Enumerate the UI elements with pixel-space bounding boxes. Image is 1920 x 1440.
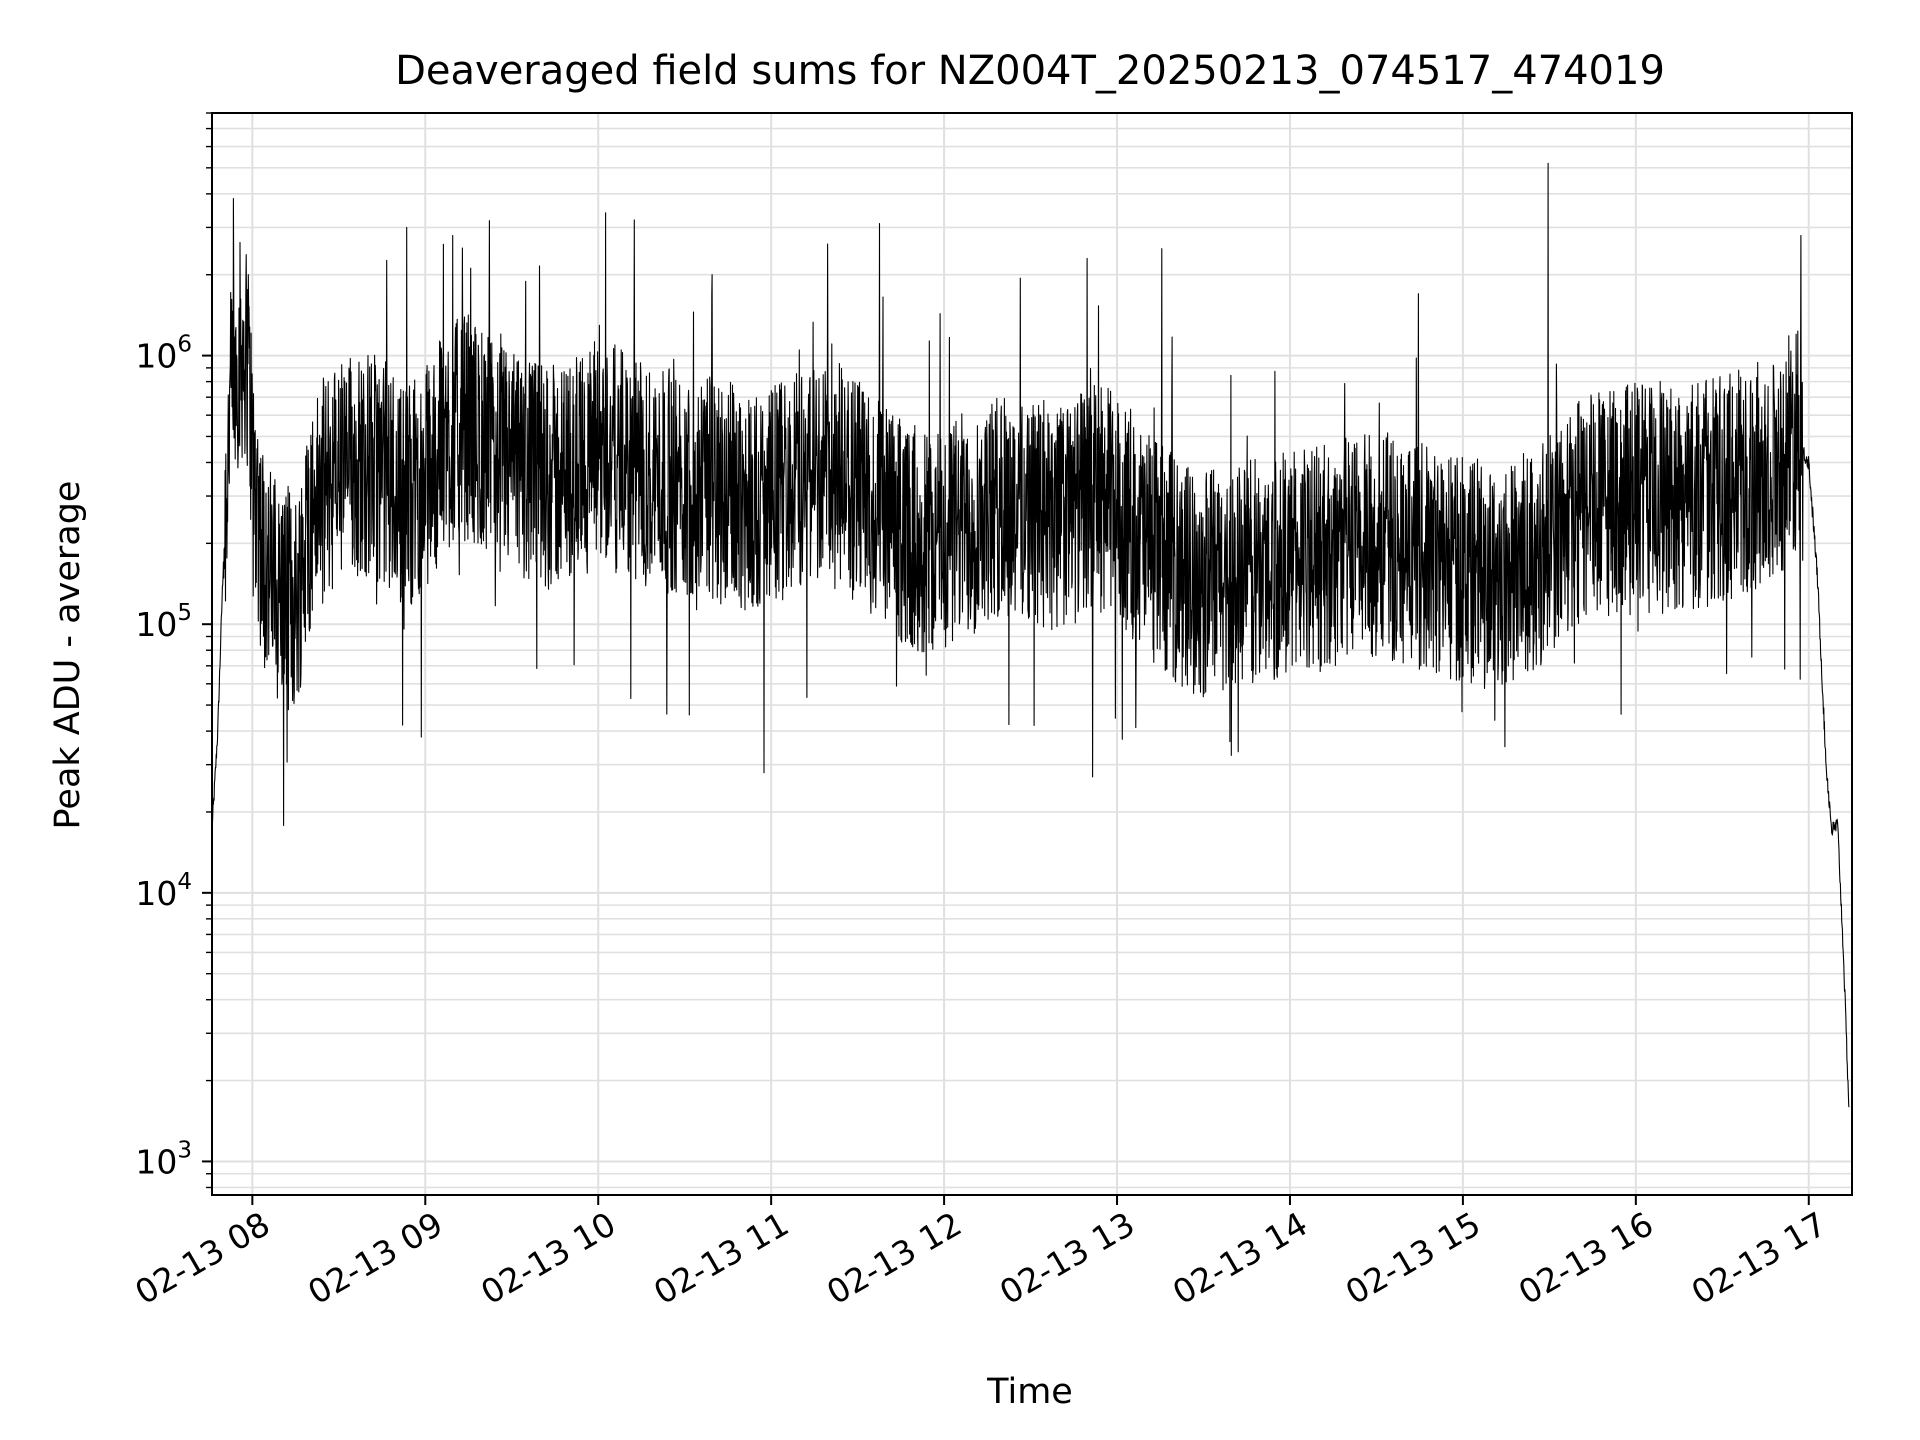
series-line bbox=[211, 162, 1850, 1108]
chart-title: Deaveraged field sums for NZ004T_2025021… bbox=[395, 48, 1665, 94]
y-tick-label: 105 bbox=[135, 600, 192, 644]
y-tick-label: 103 bbox=[135, 1137, 192, 1181]
y-tick-label: 106 bbox=[135, 332, 192, 376]
y-axis-label: Peak ADU - average bbox=[48, 481, 88, 830]
y-tick-label: 104 bbox=[135, 869, 192, 913]
plot-area bbox=[211, 162, 1850, 1108]
y-axis: 103 104 105 106 bbox=[135, 112, 212, 1189]
x-axis-label: Time bbox=[986, 1372, 1073, 1412]
axes-frame bbox=[211, 112, 1853, 1196]
